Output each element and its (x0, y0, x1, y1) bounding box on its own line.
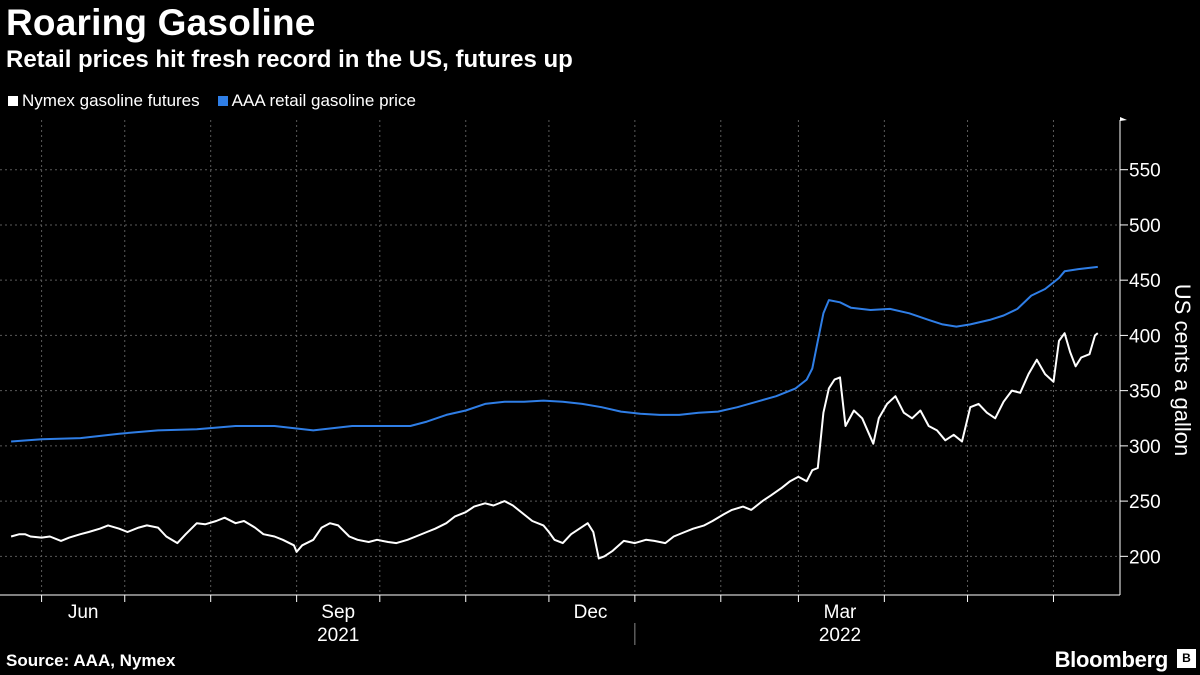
source-note: Source: AAA, Nymex (6, 651, 176, 670)
axes: 200 250 300 350 400 450 500 550 Jun Sep Dec Mar 2021… (0, 117, 1161, 646)
y-tick-label: 450 (1129, 271, 1161, 292)
legend-swatch-retail (217, 96, 228, 106)
x-tick-label: Jun (68, 602, 99, 623)
y-tick-label: 250 (1129, 492, 1161, 513)
x-year-label: 2021 (317, 625, 359, 646)
x-tick-label: Mar (824, 602, 857, 623)
legend-label-retail: AAA retail gasoline price (231, 91, 416, 110)
x-year-label: 2022 (819, 625, 861, 646)
chart-subtitle: Retail prices hit fresh record in the US… (6, 46, 573, 73)
chart-title: Roaring Gasoline (6, 2, 316, 43)
x-tick-label: Sep (321, 602, 355, 623)
legend-label-futures: Nymex gasoline futures (22, 91, 200, 110)
x-tick-label: Dec (574, 602, 608, 623)
legend-item-retail: AAA retail gasoline price (217, 91, 416, 111)
y-tick-label: 350 (1129, 382, 1161, 403)
y-tick-label: 500 (1129, 216, 1161, 237)
y-axis-arrow (1120, 117, 1127, 121)
y-tick-label: 550 (1129, 161, 1161, 182)
y-tick-label: 300 (1129, 437, 1161, 458)
y-axis-label: US cents a gallon (1170, 284, 1195, 456)
y-tick-label: 400 (1129, 326, 1161, 347)
legend-swatch-futures (8, 96, 18, 106)
bloomberg-logo: Bloomberg (1054, 647, 1169, 672)
y-tick-label: 200 (1129, 547, 1161, 568)
gridlines (0, 120, 1120, 595)
series-lines (10, 265, 1099, 560)
series-line-retail (11, 265, 1098, 443)
legend: Nymex gasoline futures AAA retail gasoli… (8, 91, 434, 111)
series-line-futures (10, 332, 1099, 560)
bloomberg-square-icon: B (1177, 649, 1196, 668)
legend-item-futures: Nymex gasoline futures (8, 91, 200, 111)
